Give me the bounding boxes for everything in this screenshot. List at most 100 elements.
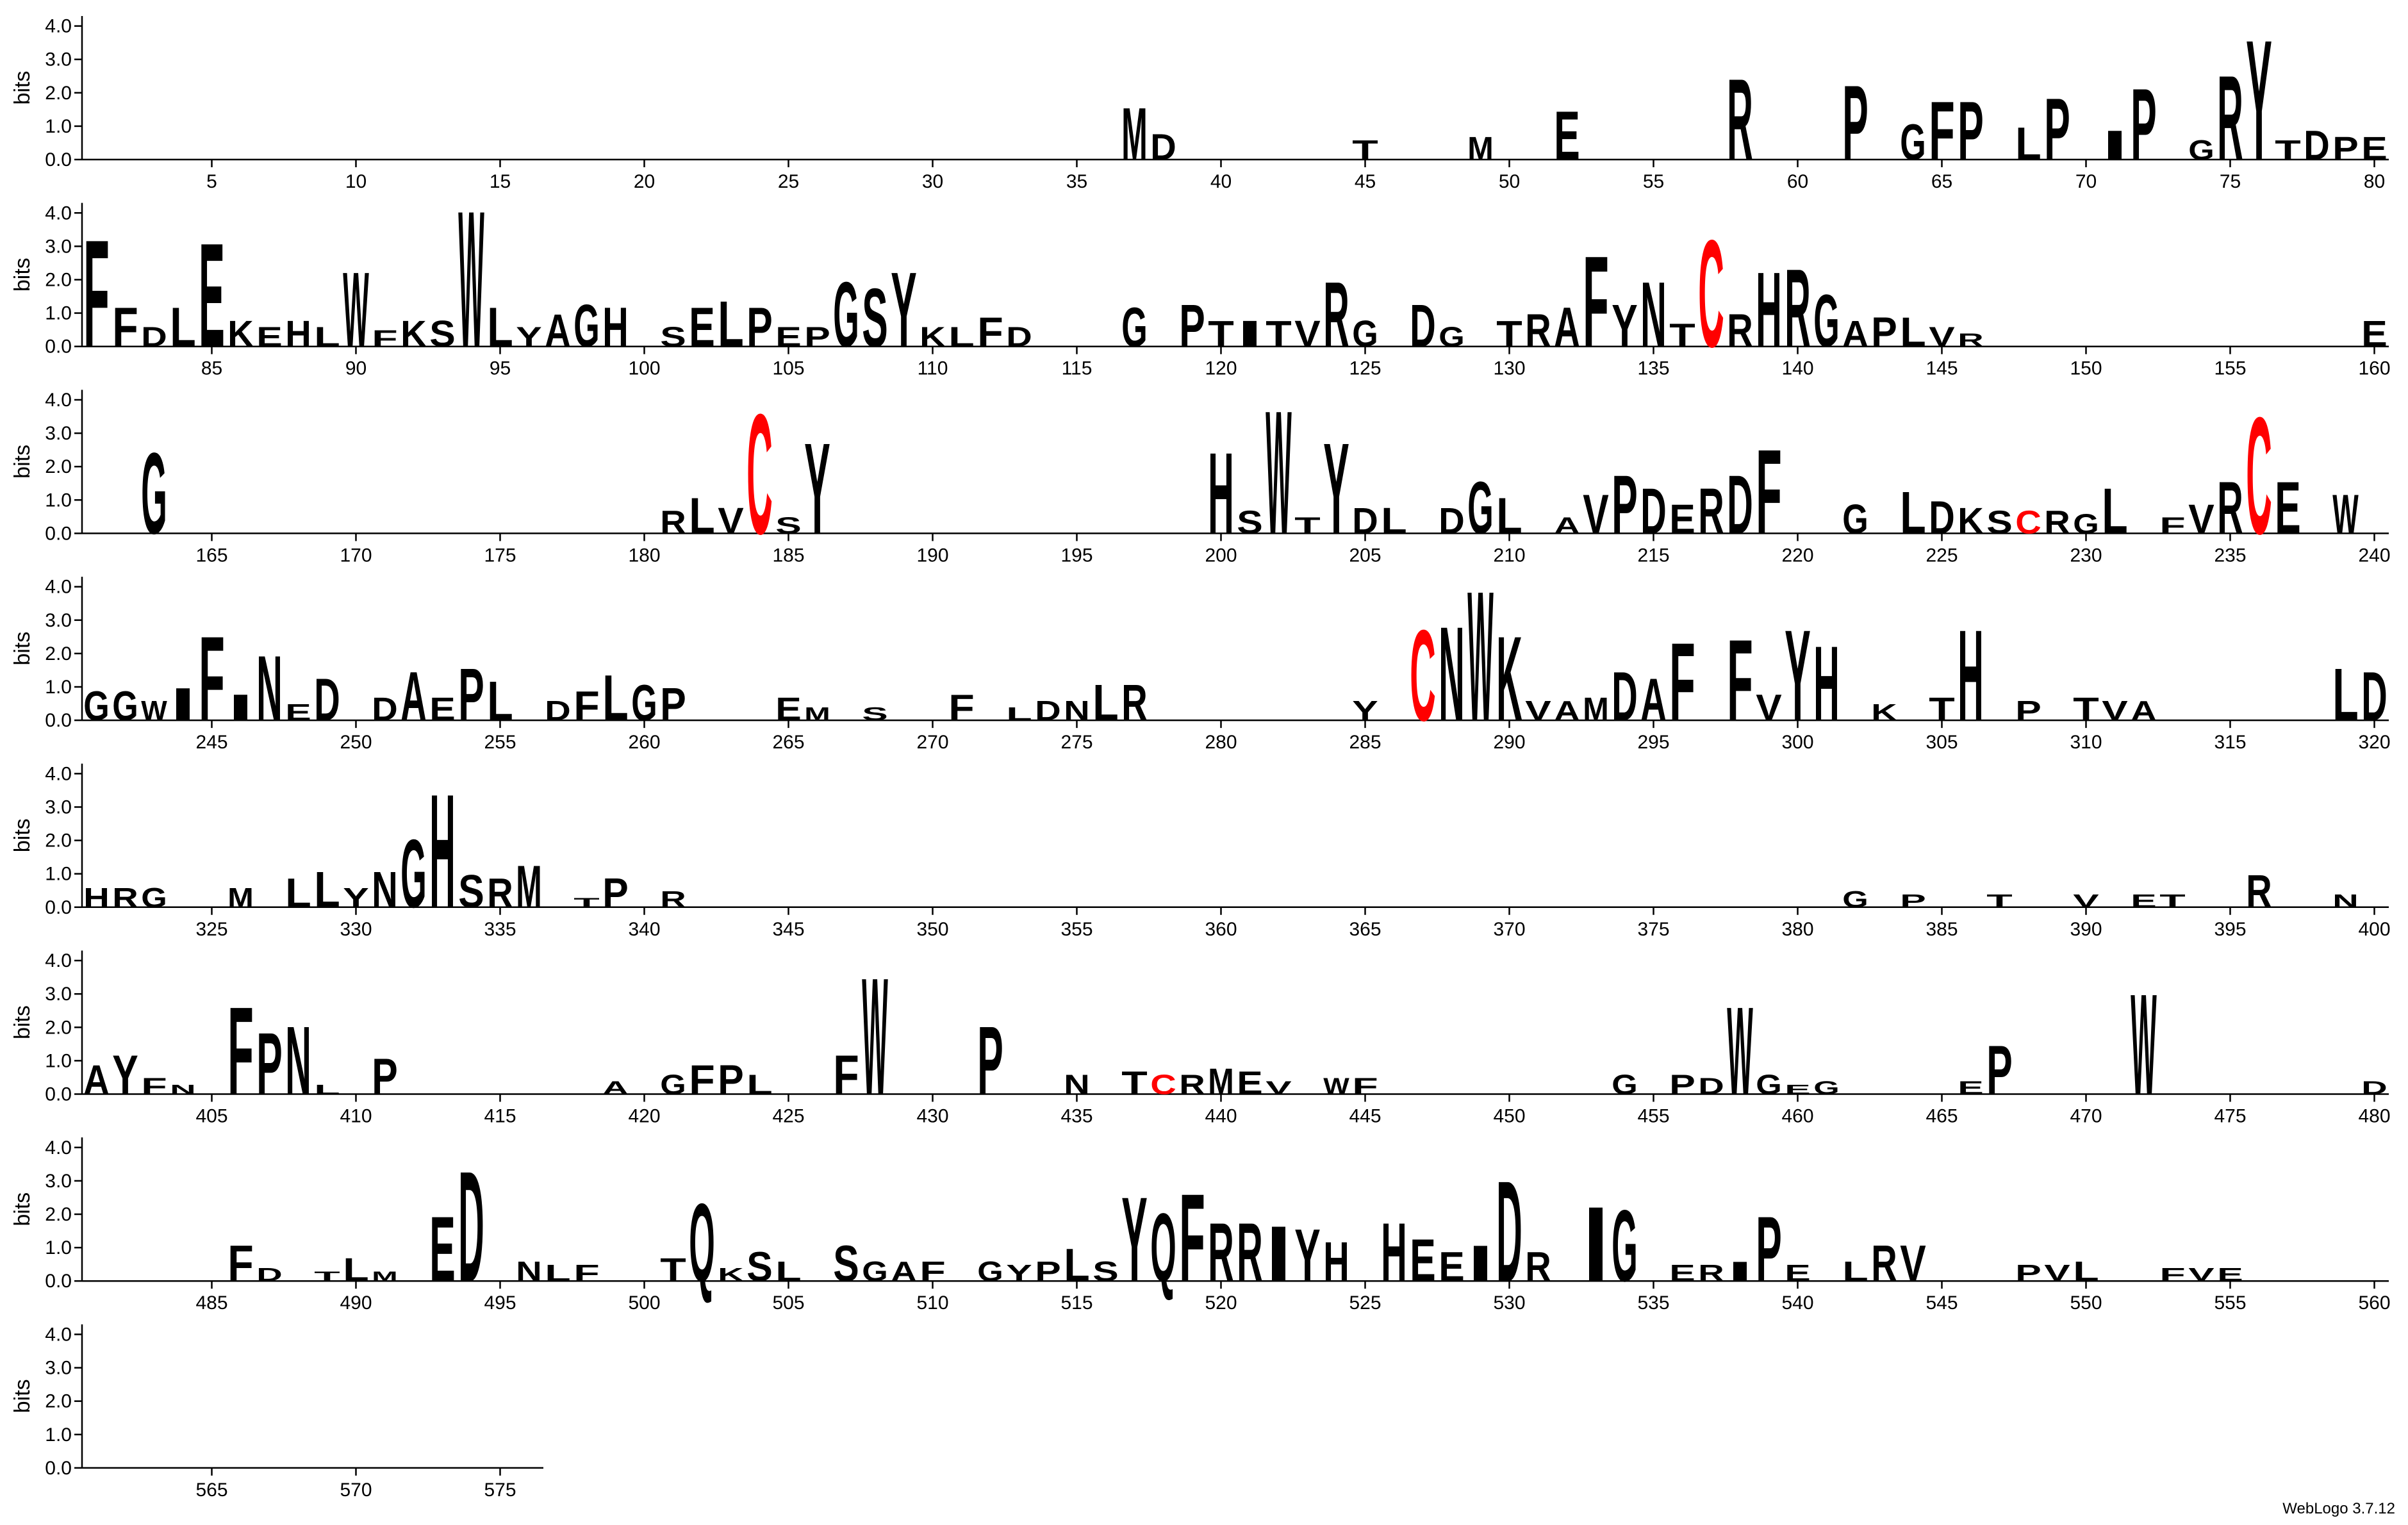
logo-letter: T bbox=[1266, 314, 1292, 355]
x-tick-label: 270 bbox=[916, 732, 948, 753]
logo-letter: S bbox=[833, 1235, 859, 1292]
logo-letter: E bbox=[429, 691, 456, 727]
x-tick-label: 295 bbox=[1637, 732, 1669, 753]
y-tick-label: 0.0 bbox=[45, 1084, 72, 1105]
y-axis-label: bits bbox=[10, 1379, 35, 1413]
logo-letter: L bbox=[1842, 1257, 1868, 1287]
y-tick-label: 3.0 bbox=[45, 423, 72, 444]
x-tick-label: 455 bbox=[1637, 1106, 1669, 1127]
logo-letter: C bbox=[1698, 208, 1724, 379]
logo-letter: D bbox=[2304, 122, 2330, 169]
x-tick-label: 145 bbox=[1926, 358, 1958, 379]
logo-letter: L bbox=[689, 487, 715, 544]
logo-letter: Y bbox=[1352, 696, 1378, 727]
logo-letter: F bbox=[227, 982, 254, 1121]
x-tick-label: 325 bbox=[195, 919, 227, 940]
logo-letter: D bbox=[141, 322, 167, 353]
x-tick-label: 40 bbox=[1210, 171, 1232, 192]
logo-letter: S bbox=[862, 271, 888, 365]
logo-letter: F bbox=[1756, 424, 1782, 559]
y-tick-label: 1.0 bbox=[45, 677, 72, 698]
x-tick-label: 20 bbox=[634, 171, 655, 192]
x-tick-label: 85 bbox=[201, 358, 222, 379]
logo-letter: R bbox=[2217, 466, 2243, 549]
logo-letter: P bbox=[660, 679, 686, 730]
logo-letter: S bbox=[746, 1243, 773, 1290]
logo-letter: R bbox=[1698, 475, 1724, 547]
logo-letter: L bbox=[1093, 674, 1119, 731]
x-tick-label: 460 bbox=[1781, 1106, 1813, 1127]
logo-letter: N bbox=[170, 1082, 196, 1098]
x-tick-label: 470 bbox=[2070, 1106, 2102, 1127]
x-tick-label: 70 bbox=[2075, 171, 2097, 192]
x-tick-label: 510 bbox=[916, 1292, 948, 1314]
logo-letter: P bbox=[1871, 309, 1897, 356]
logo-letter: L bbox=[487, 297, 513, 359]
logo-letter: T bbox=[1294, 512, 1321, 538]
x-tick-label: 280 bbox=[1205, 732, 1237, 753]
logo-letter: R bbox=[660, 504, 686, 540]
logo-letter: R bbox=[1958, 331, 1984, 351]
x-tick-label: 45 bbox=[1355, 171, 1376, 192]
x-tick-label: 545 bbox=[1926, 1292, 1958, 1314]
logo-letter: L bbox=[487, 670, 513, 732]
x-tick-label: 90 bbox=[345, 358, 367, 379]
logo-letter: D bbox=[545, 696, 571, 727]
x-tick-label: 5 bbox=[206, 171, 217, 192]
logo-letter: W bbox=[1727, 982, 1753, 1121]
logo-letter: T bbox=[314, 1268, 342, 1284]
x-tick-label: 310 bbox=[2070, 732, 2102, 753]
logo-letter: G bbox=[1121, 297, 1148, 359]
logo-letter: P bbox=[977, 1007, 1003, 1116]
logo-letter: P bbox=[2332, 130, 2359, 167]
logo-letter: L bbox=[314, 322, 340, 353]
x-tick-label: 505 bbox=[772, 1292, 804, 1314]
x-tick-label: 255 bbox=[484, 732, 516, 753]
y-tick-label: 3.0 bbox=[45, 984, 72, 1005]
logo-letter: L bbox=[2015, 118, 2041, 170]
y-tick-label: 3.0 bbox=[45, 797, 72, 818]
logo-letter: F bbox=[1669, 620, 1695, 744]
y-tick-label: 1.0 bbox=[45, 303, 72, 324]
x-tick-label: 75 bbox=[2220, 171, 2241, 192]
y-axis-label: bits bbox=[10, 632, 35, 666]
logo-letter: S bbox=[458, 866, 484, 918]
logo-letter: N bbox=[1064, 696, 1090, 727]
y-tick-label: 4.0 bbox=[45, 16, 72, 37]
logo-letter: Q bbox=[689, 1180, 715, 1305]
logo-letter: A bbox=[545, 305, 571, 357]
x-tick-label: 165 bbox=[195, 545, 227, 566]
logo-letter: W bbox=[458, 171, 484, 388]
logo-letter: R bbox=[1179, 1070, 1205, 1101]
x-tick-label: 240 bbox=[2358, 545, 2390, 566]
logo-letter: P bbox=[1958, 84, 1984, 177]
logo-letter: A bbox=[83, 1057, 110, 1103]
x-tick-label: 220 bbox=[1781, 545, 1813, 566]
y-tick-label: 1.0 bbox=[45, 1237, 72, 1258]
y-axis-label: bits bbox=[10, 445, 35, 479]
logo-letter: P bbox=[1900, 891, 1926, 912]
logo-letter: V bbox=[718, 500, 744, 541]
logo-letter: D bbox=[1006, 322, 1032, 353]
logo-letter: D bbox=[1698, 1073, 1724, 1100]
logo-letter: W bbox=[2332, 483, 2359, 545]
x-tick-label: 115 bbox=[1062, 358, 1093, 379]
logo-letter: N bbox=[1064, 1070, 1090, 1101]
logo-letter: E bbox=[2361, 130, 2387, 167]
y-tick-label: 4.0 bbox=[45, 763, 72, 784]
logo-letter: G bbox=[1612, 1189, 1638, 1303]
logo-letter: F bbox=[83, 208, 110, 379]
y-tick-label: 0.0 bbox=[45, 897, 72, 918]
logo-letter: G bbox=[1439, 322, 1465, 353]
y-tick-label: 1.0 bbox=[45, 1424, 72, 1446]
logo-letter: G bbox=[1842, 886, 1868, 912]
logo-letter: F bbox=[372, 326, 398, 352]
logo-letter: F bbox=[199, 611, 225, 746]
logo-letter: L bbox=[2102, 475, 2128, 547]
logo-letter: L bbox=[2073, 1257, 2099, 1287]
logo-letter: R bbox=[1785, 246, 1811, 370]
y-tick-label: 0.0 bbox=[45, 149, 72, 170]
y-tick-label: 2.0 bbox=[45, 83, 72, 104]
x-tick-label: 290 bbox=[1493, 732, 1525, 753]
logo-letter: R bbox=[1727, 305, 1753, 357]
